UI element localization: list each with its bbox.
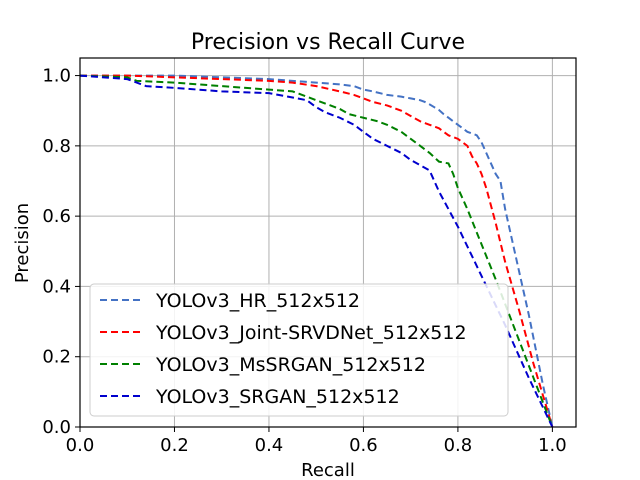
x-tick-label: 0.0 bbox=[66, 435, 95, 456]
legend: YOLOv3_HR_512x512 YOLOv3_Joint-SRVDNet_51… bbox=[89, 283, 509, 417]
y-tick-label: 0.8 bbox=[42, 136, 71, 157]
legend-box bbox=[89, 283, 509, 417]
x-tick-label: 0.8 bbox=[444, 435, 473, 456]
legend-label-2: YOLOv3_MsSRGAN_512x512 bbox=[155, 354, 426, 376]
series-line-1 bbox=[80, 74, 554, 428]
x-tick-label: 0.4 bbox=[255, 435, 284, 456]
series-line-3 bbox=[79, 74, 554, 428]
y-tick-label: 1.0 bbox=[42, 66, 71, 87]
x-tick-label: 0.2 bbox=[160, 435, 189, 456]
y-tick-label: 0.2 bbox=[42, 347, 71, 368]
series-line-2 bbox=[79, 74, 554, 428]
x-tick-label: 1.0 bbox=[538, 435, 567, 456]
legend-label-3: YOLOv3_SRGAN_512x512 bbox=[155, 386, 400, 408]
chart-title: Precision vs Recall Curve bbox=[191, 30, 465, 55]
legend-label-1: YOLOv3_Joint-SRVDNet_512x512 bbox=[155, 322, 467, 344]
y-axis-label: Precision bbox=[12, 203, 33, 283]
series-lines bbox=[79, 74, 554, 428]
plot-frame bbox=[79, 57, 577, 428]
axis-ticks: 0.0 0.2 0.4 0.6 0.8 1.0 0.0 0.2 0.4 0.6 0.8 1.0 bbox=[42, 66, 566, 456]
x-tick-label: 0.6 bbox=[349, 435, 378, 456]
series-line-0 bbox=[80, 74, 554, 428]
legend-label-0: YOLOv3_HR_512x512 bbox=[155, 290, 360, 312]
y-tick-label: 0.6 bbox=[42, 206, 71, 227]
x-axis-label: Recall bbox=[301, 460, 355, 480]
y-tick-label: 0.0 bbox=[42, 417, 71, 438]
y-tick-label: 0.4 bbox=[42, 276, 71, 297]
